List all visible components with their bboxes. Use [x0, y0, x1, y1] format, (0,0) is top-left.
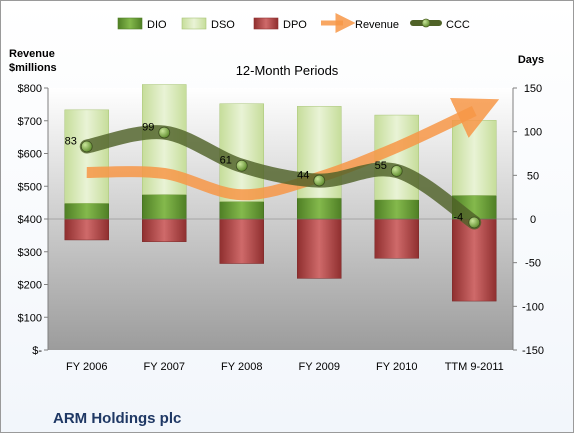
right-tick-label: 100 — [524, 127, 542, 139]
left-axis-label-line2: $millions — [9, 62, 57, 74]
legend-swatch-dpo — [253, 17, 279, 30]
right-tick-label: -50 — [525, 258, 541, 270]
left-tick-label: $400 — [18, 214, 42, 226]
right-tick-label: 50 — [527, 170, 539, 182]
point-ccc — [313, 174, 326, 187]
bar-dio — [64, 203, 109, 220]
bar-dio — [219, 201, 264, 220]
x-axis: FY 2006 FY 2007 FY 2008 FY 2009 FY 2010 TTM 9… — [66, 361, 504, 373]
legend-label-revenue: Revenue — [355, 19, 399, 31]
x-tick-label: FY 2006 — [66, 361, 107, 373]
point-ccc — [468, 216, 481, 229]
left-tick-label: $200 — [18, 280, 42, 292]
left-tick-label: $- — [32, 345, 42, 357]
left-tick-label: $800 — [18, 83, 42, 95]
chart-title: 12-Month Periods — [236, 63, 339, 78]
left-tick-label: $600 — [18, 149, 42, 161]
point-ccc — [80, 140, 93, 153]
point-ccc — [235, 159, 248, 172]
bar-dpo — [297, 218, 342, 279]
left-tick-label: $500 — [18, 181, 42, 193]
ccc-data-label: -4 — [453, 211, 463, 223]
x-tick-label: FY 2009 — [299, 361, 340, 373]
x-tick-label: FY 2007 — [144, 361, 185, 373]
bar-dpo — [219, 218, 264, 264]
data-labels: 83 99 61 44 55 -4 — [65, 122, 464, 224]
line-revenue — [86, 98, 500, 201]
legend-swatch-dio — [117, 17, 143, 30]
ccc-data-label: 99 — [142, 122, 154, 134]
bar-dso — [64, 109, 109, 204]
legend-label-dpo: DPO — [283, 19, 307, 31]
bar-dio — [374, 199, 419, 220]
legend-swatch-dso — [181, 17, 207, 30]
right-tick-label: -100 — [522, 301, 544, 313]
legend-marker-ccc — [421, 18, 431, 28]
left-tick-label: $100 — [18, 312, 42, 324]
legend: DIO DSO DPO Revenue CCC — [117, 13, 470, 33]
left-tick-label: $700 — [18, 116, 42, 128]
right-tick-label: 0 — [530, 214, 536, 226]
x-tick-label: FY 2008 — [221, 361, 262, 373]
ccc-data-label: 55 — [375, 160, 387, 172]
right-axis-label: Days — [518, 54, 544, 66]
point-ccc — [158, 126, 171, 139]
legend-label-dio: DIO — [147, 19, 167, 31]
bar-dio — [142, 194, 187, 220]
bar-dpo — [64, 218, 109, 241]
bar-dio — [297, 197, 342, 220]
x-tick-label: TTM 9-2011 — [445, 361, 504, 373]
right-tick-label: 150 — [524, 83, 542, 95]
right-tick-label: -150 — [522, 345, 544, 357]
ccc-data-label: 61 — [220, 155, 232, 167]
company-name: ARM Holdings plc — [53, 410, 181, 427]
x-tick-label: FY 2010 — [376, 361, 417, 373]
left-axis: $- $100 $200 $300 $400 $500 $600 $700 $800 — [18, 83, 49, 357]
left-axis-label-line1: Revenue — [9, 48, 55, 60]
right-axis: 150 100 50 0 -50 -100 -150 — [512, 83, 544, 357]
ccc-data-label: 83 — [65, 136, 77, 148]
bar-dpo — [374, 218, 419, 259]
legend-label-ccc: CCC — [446, 19, 470, 31]
ccc-data-label: 44 — [297, 170, 309, 182]
left-tick-label: $300 — [18, 247, 42, 259]
lines — [79, 98, 500, 230]
legend-label-dso: DSO — [211, 19, 235, 31]
point-ccc — [390, 165, 403, 177]
bar-dso — [452, 120, 497, 196]
bar-dpo — [142, 218, 187, 242]
bar-dpo — [452, 218, 497, 302]
